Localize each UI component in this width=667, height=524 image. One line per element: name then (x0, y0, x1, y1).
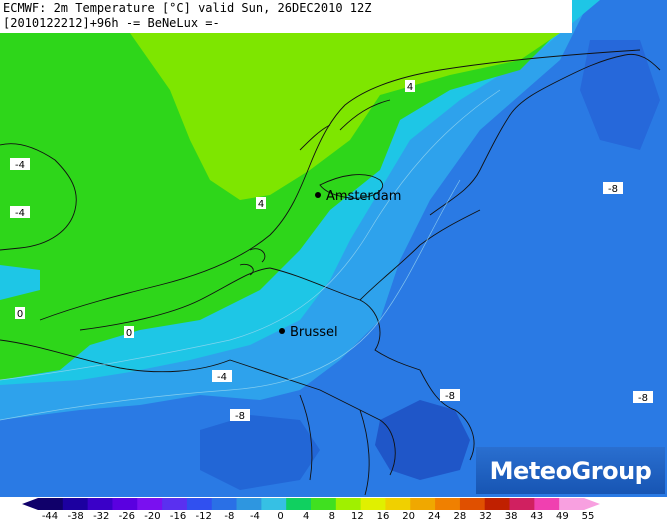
meteogroup-logo: MeteoGroup (476, 447, 665, 494)
contour-label: -8 (603, 182, 623, 195)
legend-swatch (38, 498, 64, 510)
legend-swatch (112, 498, 138, 510)
coastlines-borders (0, 49, 661, 496)
contour-label: 4 (405, 80, 415, 93)
svg-text:-8: -8 (638, 393, 648, 404)
legend-swatch (137, 498, 163, 510)
legend-swatch (162, 498, 188, 510)
map-header: ECMWF: 2m Temperature [°C] valid Sun, 26… (0, 0, 572, 33)
field-green (0, 30, 560, 380)
contour-label: -4 (212, 370, 232, 383)
svg-text:4: 4 (407, 82, 413, 93)
legend-tick-label: 43 (530, 511, 544, 522)
legend-tick-label: -8 (224, 511, 235, 522)
legend-swatch (62, 498, 89, 510)
contour-label: -8 (230, 409, 250, 422)
legend-tick-label: -44 (41, 511, 59, 522)
contour-label: 0 (15, 307, 25, 320)
temperature-map: 4 4 -4 -4 -8 0 0 -4 -8 -8 -8 Amsterdam B… (0, 0, 667, 497)
legend-tick-label: -20 (144, 511, 161, 522)
svg-text:-8: -8 (235, 411, 245, 422)
svg-text:0: 0 (126, 328, 132, 339)
legend-swatch (236, 498, 262, 510)
svg-text:Brussel: Brussel (290, 325, 338, 340)
legend-tick-label: 0 (277, 511, 284, 522)
logo-text: MeteoGroup (489, 456, 652, 485)
legend-tick-label: 16 (376, 511, 390, 522)
contour-label: -8 (440, 389, 460, 402)
contour-labels: 4 4 -4 -4 -8 0 0 -4 -8 -8 -8 (10, 80, 653, 422)
contour-label: -8 (633, 391, 653, 404)
legend-arrow-left (22, 498, 38, 510)
legend-tick-label: 8 (328, 511, 335, 522)
legend-tick-label: 12 (351, 511, 364, 522)
legend-swatch (410, 498, 436, 510)
svg-text:-8: -8 (608, 184, 618, 195)
legend-tick-label: 49 (556, 511, 569, 522)
legend-tick-label: 28 (453, 511, 467, 522)
svg-text:-4: -4 (15, 160, 25, 171)
legend-tick-label: 38 (504, 511, 518, 522)
legend-tick-label: -12 (195, 511, 212, 522)
header-run: [2010122212]+96h -= BeNeLux =- (3, 16, 220, 30)
legend-tick-label: 32 (479, 511, 492, 522)
legend-swatch (186, 498, 213, 510)
city-amsterdam: Amsterdam (315, 189, 401, 204)
field-dark-blue-ne (580, 40, 660, 150)
legend-swatch (459, 498, 486, 510)
svg-text:0: 0 (17, 309, 23, 320)
legend-swatch (335, 498, 362, 510)
isotherms (0, 89, 501, 421)
legend-swatch (261, 498, 287, 510)
legend-swatch (484, 498, 511, 510)
contour-label: -4 (10, 206, 30, 219)
field-dark-blue-east (375, 400, 470, 480)
legend-tick-label: -38 (67, 511, 84, 522)
legend-swatch (559, 498, 585, 510)
contour-label: 0 (124, 326, 134, 339)
legend-swatch (87, 498, 113, 510)
svg-text:-8: -8 (445, 391, 455, 402)
legend-tick-label: 20 (402, 511, 416, 522)
legend-tick-label: 24 (427, 511, 441, 522)
contour-label: 4 (256, 197, 266, 210)
contour-label: -4 (10, 158, 30, 171)
legend-swatch (286, 498, 312, 510)
legend-tick-label: 55 (581, 511, 595, 522)
city-brussel: Brussel (279, 325, 338, 340)
legend-tick-label: -4 (249, 511, 260, 522)
legend-tick-label: -16 (169, 511, 187, 522)
legend-swatch (211, 498, 238, 510)
legend-swatch (534, 498, 560, 510)
svg-text:4: 4 (258, 199, 264, 210)
field-dark-blue-south (200, 415, 320, 490)
field-light-green (130, 33, 560, 200)
svg-text:-4: -4 (15, 208, 25, 219)
legend-arrow-right (584, 498, 600, 510)
legend-tick-label: 4 (303, 511, 310, 522)
legend-tick-labels: -44 -38 -32 -26 -20 -16 -12 -8 -4 0 4 8 12 16 20 24 28 32… (0, 511, 667, 524)
legend-tick-label: -32 (93, 511, 110, 522)
legend-color-bar (22, 498, 600, 510)
legend-swatch (360, 498, 386, 510)
legend-swatch (311, 498, 337, 510)
legend-swatch (435, 498, 461, 510)
svg-text:-4: -4 (217, 372, 227, 383)
header-title: ECMWF: 2m Temperature [°C] valid Sun, 26… (3, 1, 372, 15)
legend-tick-label: -26 (118, 511, 136, 522)
legend-swatch (509, 498, 535, 510)
legend-swatch (385, 498, 411, 510)
svg-text:Amsterdam: Amsterdam (326, 189, 401, 204)
